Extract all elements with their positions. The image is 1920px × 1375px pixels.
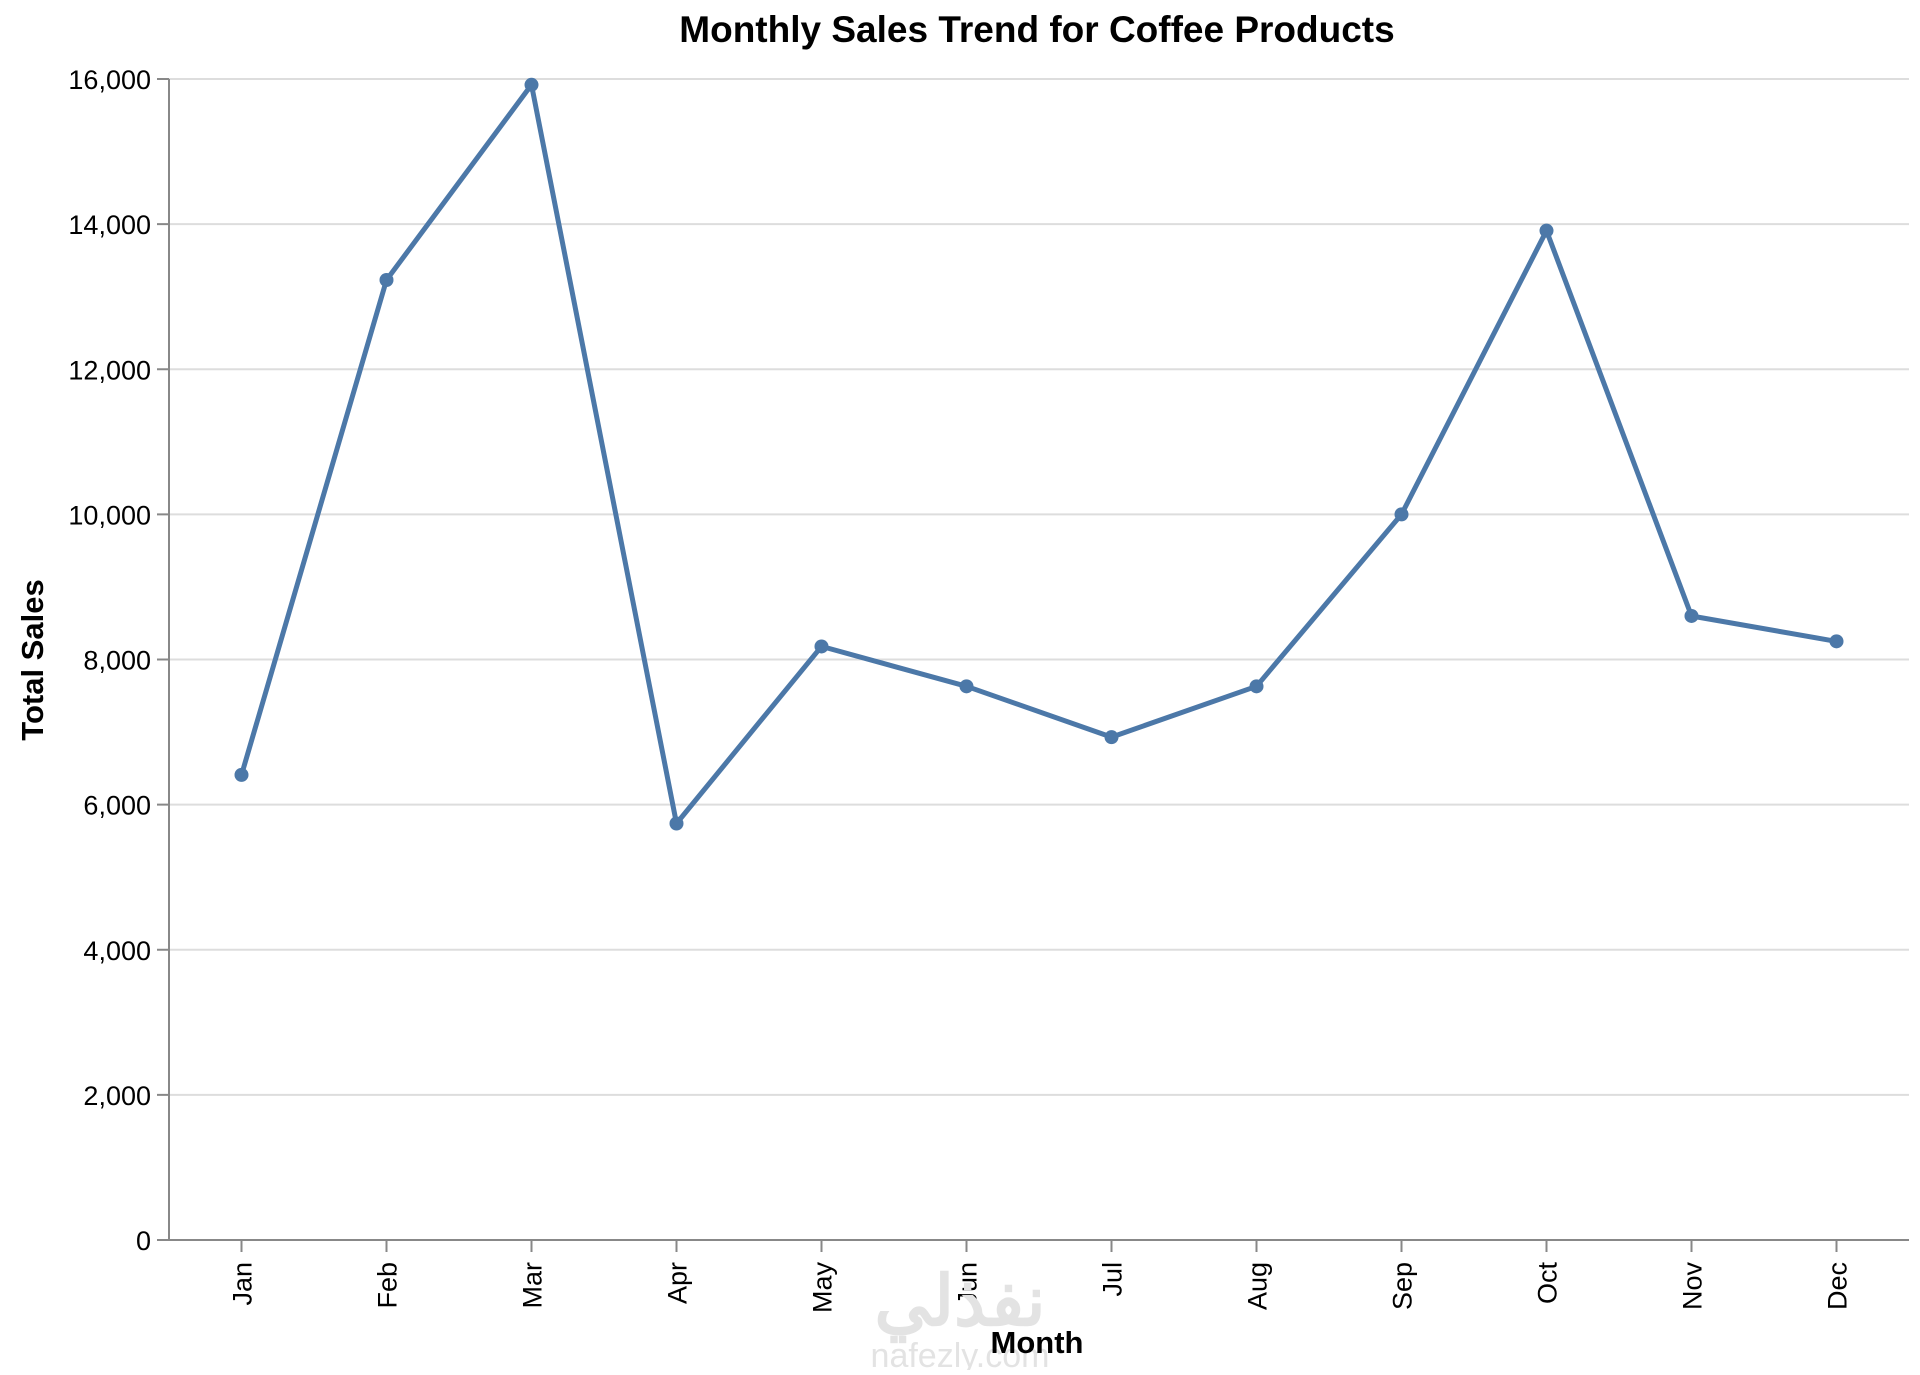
watermark: نفذلي nafezly.com bbox=[871, 1262, 1050, 1375]
data-point-jan[interactable] bbox=[234, 767, 249, 782]
x-tick-label: May bbox=[808, 1262, 838, 1314]
y-tick-label: 14,000 bbox=[68, 210, 151, 240]
x-tick-label: Dec bbox=[1823, 1262, 1853, 1310]
y-tick-label: 16,000 bbox=[68, 65, 151, 95]
watermark-logo-text: نفذلي bbox=[874, 1262, 1045, 1344]
chart-title: Monthly Sales Trend for Coffee Products bbox=[679, 9, 1394, 50]
y-tick-label: 4,000 bbox=[83, 936, 151, 966]
y-tick-label: 6,000 bbox=[83, 791, 151, 821]
series-line bbox=[239, 82, 1839, 826]
x-tick-label: Apr bbox=[663, 1262, 693, 1304]
grid-lines bbox=[169, 78, 1909, 1096]
data-point-mar[interactable] bbox=[524, 77, 539, 92]
data-point-apr[interactable] bbox=[669, 816, 684, 831]
y-axis-title: Total Sales bbox=[15, 579, 50, 740]
x-tick-label: Oct bbox=[1533, 1262, 1563, 1305]
axes: 0 2,000 4,000 6,000 8,000 10,000 12,000 14,000 1… bbox=[68, 65, 1909, 1313]
data-point-aug[interactable] bbox=[1249, 679, 1264, 694]
y-tick-label: 10,000 bbox=[68, 500, 151, 530]
y-tick-label: 12,000 bbox=[68, 355, 151, 385]
data-point-feb[interactable] bbox=[379, 272, 394, 287]
x-tick-label: Mar bbox=[518, 1262, 548, 1309]
data-point-may[interactable] bbox=[814, 639, 829, 654]
x-tick-label: Feb bbox=[373, 1262, 403, 1309]
y-tick-label: 8,000 bbox=[83, 646, 151, 676]
x-tick-label: Aug bbox=[1243, 1262, 1273, 1310]
y-tick-label: 0 bbox=[136, 1226, 151, 1256]
data-point-nov[interactable] bbox=[1684, 608, 1699, 623]
x-tick-label: Nov bbox=[1678, 1262, 1708, 1311]
data-point-dec[interactable] bbox=[1829, 634, 1844, 649]
x-axis-title: Month bbox=[991, 1325, 1084, 1360]
x-tick-label: Jul bbox=[1098, 1262, 1128, 1297]
x-tick-label: Sep bbox=[1388, 1262, 1418, 1310]
x-tick-label: Jan bbox=[228, 1262, 258, 1306]
y-tick-label: 2,000 bbox=[83, 1081, 151, 1111]
data-point-oct[interactable] bbox=[1539, 223, 1554, 238]
data-point-jul[interactable] bbox=[1104, 730, 1119, 745]
data-point-sep[interactable] bbox=[1394, 507, 1409, 522]
series-layer bbox=[234, 77, 1844, 831]
data-point-jun[interactable] bbox=[959, 679, 974, 694]
x-tick-label: Jun bbox=[953, 1262, 983, 1306]
watermark-url-text: nafezly.com bbox=[871, 1337, 1050, 1370]
